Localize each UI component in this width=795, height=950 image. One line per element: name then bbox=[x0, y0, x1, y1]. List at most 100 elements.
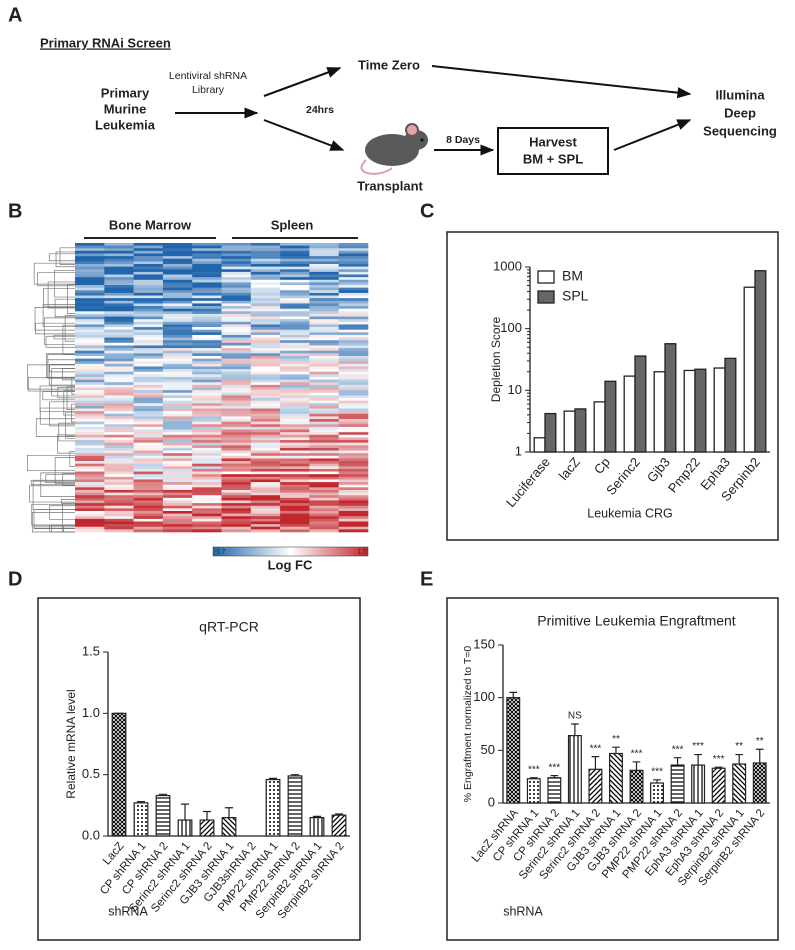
error-bar bbox=[694, 753, 702, 766]
bar bbox=[155, 794, 171, 837]
heatmap-cell bbox=[338, 529, 369, 533]
heatmap-cell bbox=[280, 324, 310, 328]
heatmap-cell bbox=[309, 510, 339, 514]
heatmap-cell bbox=[338, 369, 369, 373]
heatmap-cell bbox=[104, 250, 134, 254]
heatmap-cell bbox=[280, 277, 310, 281]
heatmap-cell bbox=[75, 355, 105, 359]
error-bar bbox=[735, 753, 744, 765]
heatmap-cell bbox=[309, 266, 339, 270]
heatmap-cell bbox=[104, 442, 134, 446]
heatmap-cell bbox=[133, 264, 164, 267]
heatmap-cell bbox=[162, 405, 193, 409]
heatmap-cell bbox=[133, 256, 164, 260]
heatmap-cell bbox=[250, 395, 281, 399]
heatmap-cell bbox=[104, 337, 134, 341]
heatmap-cell bbox=[75, 290, 105, 294]
heatmap-cell bbox=[162, 395, 193, 399]
heatmap-cell bbox=[309, 445, 339, 449]
y-axis-label: % Engraftment normalized to T=0 bbox=[462, 646, 474, 803]
heatmap-cell bbox=[250, 408, 281, 412]
error-bar bbox=[312, 815, 322, 818]
heatmap-cell bbox=[280, 290, 310, 294]
heatmap-cell bbox=[75, 524, 105, 528]
heatmap-cell bbox=[75, 416, 105, 420]
heatmap-cell bbox=[309, 424, 339, 428]
bar bbox=[608, 752, 623, 804]
heatmap-cell bbox=[192, 292, 222, 296]
heatmap-cell bbox=[75, 324, 105, 328]
heatmap-cell bbox=[192, 434, 222, 438]
bar bbox=[177, 819, 193, 837]
heatmap-cell bbox=[104, 258, 134, 262]
heatmap-cell bbox=[280, 424, 310, 428]
heatmap-cell bbox=[221, 424, 252, 428]
y-tick-label: 1000 bbox=[493, 258, 522, 273]
heatmap-cell bbox=[162, 489, 193, 493]
heatmap-cell bbox=[162, 277, 193, 281]
heatmap-cell bbox=[338, 382, 369, 386]
heatmap-cell bbox=[75, 253, 105, 257]
heatmap-cell bbox=[192, 264, 222, 267]
heatmap-cell bbox=[133, 290, 164, 294]
heatmap-cell bbox=[192, 479, 222, 483]
heatmap-cell bbox=[280, 400, 310, 404]
error-bar bbox=[202, 810, 212, 821]
heatmap-cell bbox=[338, 295, 369, 299]
heatmap-cell bbox=[192, 358, 222, 362]
heatmap-cell bbox=[75, 376, 105, 380]
heatmap-cell bbox=[192, 279, 222, 283]
heatmap-cell bbox=[75, 442, 105, 446]
heatmap-cell bbox=[250, 524, 281, 528]
significance-label: ** bbox=[612, 734, 620, 745]
heatmap-cell bbox=[192, 287, 222, 291]
heatmap-cell bbox=[250, 426, 281, 430]
heatmap-cell bbox=[75, 248, 105, 252]
heatmap-cell bbox=[192, 508, 222, 512]
heatmap-cell bbox=[221, 508, 252, 512]
error-bar bbox=[755, 748, 764, 763]
heatmap-cell bbox=[221, 450, 252, 454]
heatmap-cell bbox=[309, 461, 339, 464]
heatmap-cell bbox=[309, 366, 339, 370]
heatmap-cell bbox=[133, 505, 164, 509]
heatmap-cell bbox=[250, 308, 281, 312]
heatmap-cell bbox=[192, 421, 222, 425]
heatmap-cell bbox=[280, 440, 310, 443]
heatmap-cell bbox=[104, 321, 134, 325]
heatmap-cell bbox=[250, 453, 281, 457]
heatmap-cell bbox=[162, 353, 193, 357]
heatmap-cell bbox=[192, 516, 222, 520]
heatmap-cell bbox=[221, 253, 252, 257]
heatmap-cell bbox=[104, 282, 134, 286]
heatmap-cell bbox=[280, 495, 310, 499]
heatmap-cell bbox=[133, 285, 164, 288]
heatmap-cell bbox=[338, 374, 369, 378]
heatmap-cell bbox=[192, 463, 222, 467]
heatmap-cell bbox=[221, 526, 252, 530]
heatmap-cell bbox=[104, 487, 134, 491]
heatmap-cell bbox=[192, 424, 222, 428]
heatmap-cell bbox=[280, 432, 310, 436]
heatmap-cell bbox=[75, 266, 105, 270]
heatmap-cell bbox=[104, 382, 134, 386]
heatmap-cell bbox=[162, 392, 193, 396]
heatmap-cell bbox=[338, 340, 369, 344]
heatmap-cell bbox=[250, 311, 281, 315]
bar bbox=[309, 816, 325, 837]
heatmap-cell bbox=[338, 521, 369, 525]
heatmap-cell bbox=[133, 324, 164, 328]
heatmap-cell bbox=[192, 269, 222, 273]
heatmap-cell bbox=[133, 416, 164, 420]
heatmap-cell bbox=[192, 411, 222, 415]
heatmap-cell bbox=[75, 526, 105, 530]
heatmap-cell bbox=[133, 376, 164, 380]
heatmap-cell bbox=[75, 264, 105, 267]
heatmap-cell bbox=[338, 419, 369, 422]
heatmap-cell bbox=[162, 419, 193, 422]
heatmap-cell bbox=[221, 474, 252, 478]
heatmap-cell bbox=[162, 264, 193, 267]
heatmap-cell bbox=[221, 398, 252, 401]
heatmap-cell bbox=[338, 500, 369, 504]
heatmap-cell bbox=[133, 382, 164, 386]
